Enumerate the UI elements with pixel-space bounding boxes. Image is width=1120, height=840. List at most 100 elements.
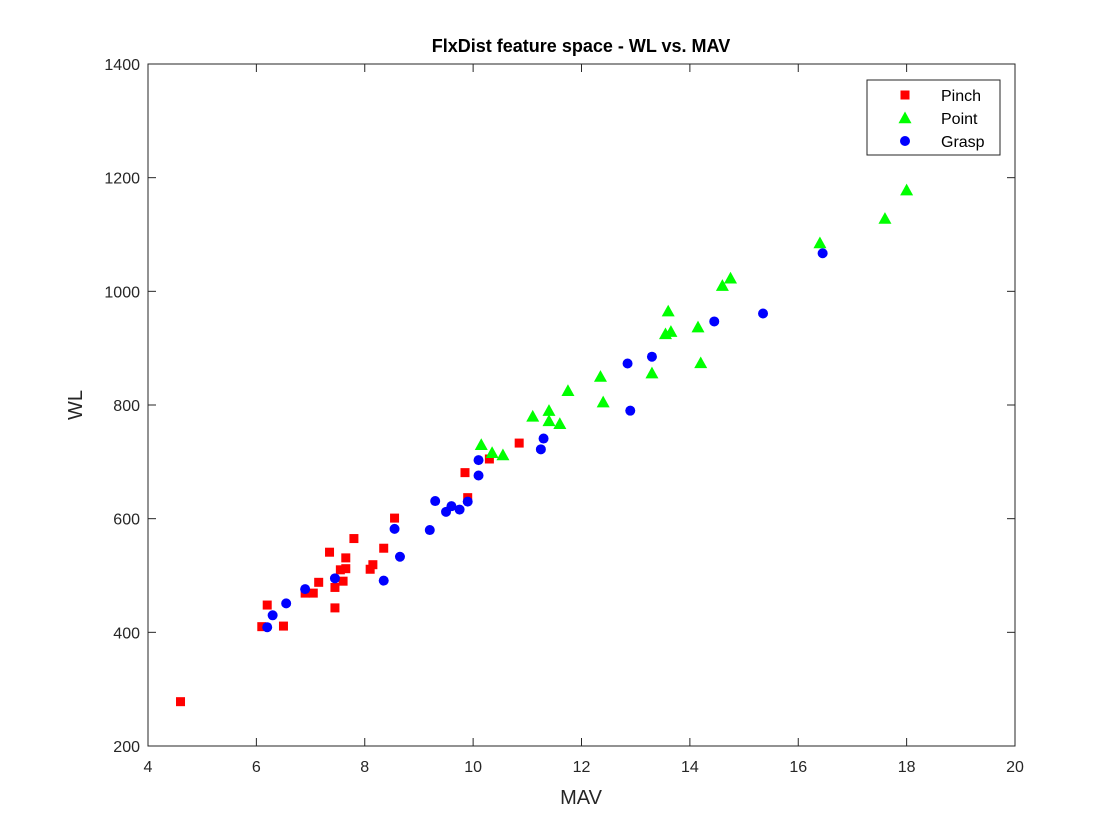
x-axis: 4 6 8 10 12 14 16 18 20 (144, 64, 1024, 776)
grasp-point (709, 316, 720, 327)
legend-marker-grasp (900, 136, 910, 146)
legend-box (866, 79, 1001, 156)
x-tick-label: 18 (898, 759, 916, 776)
point-point (542, 404, 556, 416)
x-tick-label: 12 (573, 759, 591, 776)
series-point (474, 183, 914, 461)
point-point (553, 417, 567, 429)
point-point (645, 366, 659, 379)
x-tick-label: 8 (360, 759, 369, 776)
grasp-point (454, 504, 465, 515)
grasp-point (538, 433, 549, 444)
x-tick-label: 10 (464, 759, 482, 776)
point-point (593, 370, 607, 382)
point-point (900, 183, 914, 196)
grasp-point (622, 358, 633, 369)
legend-marker-point (898, 111, 912, 124)
point-point (542, 414, 556, 427)
point-point (526, 409, 540, 422)
legend-label: Grasp (941, 134, 985, 151)
pinch-point (338, 576, 348, 586)
y-tick-label: 200 (113, 739, 140, 756)
chart-title: FlxDist feature space - WL vs. MAV (432, 36, 730, 56)
pinch-point (314, 577, 324, 587)
pinch-point (330, 603, 340, 613)
point-point (664, 325, 678, 337)
pinch-point (341, 564, 351, 574)
x-tick-label: 14 (681, 759, 699, 776)
pinch-point (341, 553, 351, 563)
pinch-point (335, 565, 345, 575)
point-point (878, 212, 892, 224)
point-point (596, 395, 610, 408)
series-pinch (176, 438, 524, 707)
y-axis-label: WL (65, 390, 87, 420)
x-axis-label: MAV (560, 787, 603, 809)
point-point (724, 271, 738, 284)
legend: Pinch Point Grasp (866, 79, 1001, 156)
grasp-point (262, 622, 273, 633)
plot-area (147, 63, 1016, 747)
grasp-point (473, 470, 484, 481)
point-point (661, 304, 675, 317)
point-point (474, 438, 488, 450)
point-point (715, 279, 729, 291)
pinch-point (278, 621, 288, 631)
legend-label: Point (941, 111, 978, 128)
point-point (691, 320, 705, 333)
grasp-point (817, 248, 828, 259)
grasp-point (535, 444, 546, 455)
x-tick-label: 20 (1006, 759, 1024, 776)
point-point (813, 236, 827, 249)
y-tick-label: 1000 (104, 284, 140, 301)
pinch-point (390, 513, 400, 523)
grasp-point (424, 525, 435, 536)
pinch-point (460, 468, 470, 478)
grasp-point (625, 405, 636, 416)
x-tick-label: 4 (144, 759, 153, 776)
grasp-point (389, 523, 400, 534)
grasp-point (473, 455, 484, 466)
grasp-point (329, 573, 340, 584)
pinch-point (484, 454, 494, 464)
pinch-point (257, 622, 267, 632)
grasp-point (430, 496, 441, 507)
pinch-point (365, 564, 375, 574)
pinch-point (514, 438, 524, 448)
pinch-point (176, 697, 186, 707)
point-point (694, 356, 708, 369)
grasp-point (646, 351, 657, 362)
legend-item-point: Point (898, 111, 978, 128)
pinch-point (308, 588, 318, 598)
pinch-point (330, 582, 340, 592)
legend-item-grasp: Grasp (900, 134, 985, 151)
y-tick-label: 1200 (104, 171, 140, 188)
legend-marker-pinch (900, 90, 910, 100)
y-tick-label: 600 (113, 512, 140, 529)
grasp-point (378, 575, 389, 586)
grasp-point (281, 598, 292, 609)
grasp-point (267, 610, 278, 621)
grasp-point (300, 584, 311, 595)
data-points (176, 183, 914, 707)
y-axis: 200 400 600 800 1000 1200 1400 (104, 57, 1015, 756)
y-tick-label: 1400 (104, 57, 140, 74)
grasp-point (394, 551, 405, 562)
grasp-point (446, 501, 457, 512)
pinch-point (349, 534, 359, 544)
legend-item-pinch: Pinch (900, 88, 981, 105)
point-point (561, 384, 575, 396)
legend-label: Pinch (941, 88, 981, 105)
point-point (496, 448, 510, 461)
series-grasp (262, 248, 828, 633)
grasp-point (758, 308, 769, 319)
pinch-point (262, 600, 272, 610)
pinch-point (368, 560, 378, 570)
y-tick-label: 800 (113, 398, 140, 415)
grasp-point (462, 496, 473, 507)
y-tick-label: 400 (113, 625, 140, 642)
x-tick-label: 6 (252, 759, 261, 776)
pinch-point (325, 547, 335, 557)
point-point (485, 446, 499, 458)
